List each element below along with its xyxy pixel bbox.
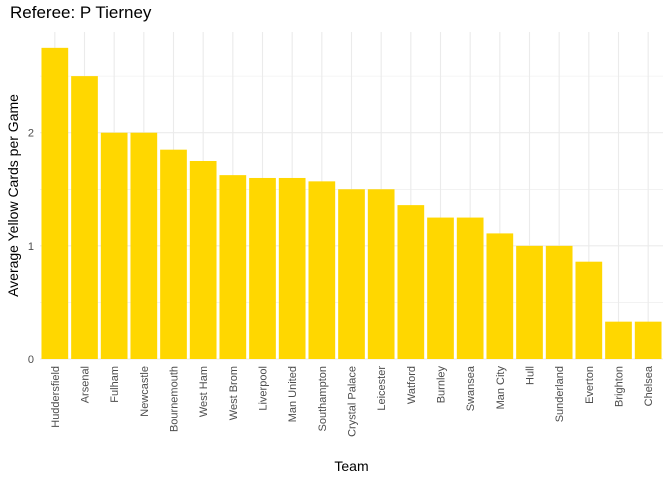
x-tick-label: Huddersfield — [50, 366, 62, 428]
y-tick-label: 1 — [28, 241, 34, 253]
bar-newcastle — [130, 132, 158, 359]
x-tick-label: Brighton — [614, 366, 626, 407]
x-tick-label: Crystal Palace — [347, 366, 359, 437]
bar-fulham — [100, 132, 128, 359]
bar-hull — [516, 245, 543, 359]
x-tick-label: Chelsea — [643, 365, 655, 406]
x-tick-label: Liverpool — [258, 366, 270, 411]
x-tick-label: Everton — [584, 366, 596, 404]
bar-southampton — [308, 181, 336, 359]
x-tick-label: Sunderland — [554, 366, 566, 422]
x-tick-label: Leicester — [376, 366, 388, 411]
y-tick-label: 0 — [28, 354, 34, 366]
bar-man-united — [278, 177, 306, 359]
bar-chelsea — [634, 321, 662, 359]
bar-everton — [575, 261, 603, 359]
bar-sunderland — [545, 245, 573, 359]
x-axis-title: Team — [334, 458, 368, 474]
x-tick-labels: Huddersfield Arsenal Fulham Newcastle Bourne… — [50, 365, 655, 437]
x-tick-label: Swansea — [465, 365, 477, 411]
x-tick-label: Hull — [525, 366, 537, 385]
bar-watford — [397, 205, 425, 359]
bar-west-brom — [219, 175, 247, 359]
x-tick-label: Fulham — [109, 366, 121, 403]
x-tick-label: Man City — [495, 366, 507, 410]
bar-bournemouth — [160, 149, 187, 359]
x-tick-label: West Ham — [198, 366, 210, 417]
x-tick-label: Arsenal — [80, 366, 92, 403]
y-axis-title: Average Yellow Cards per Game — [5, 94, 21, 297]
bar-man-city — [486, 233, 514, 359]
x-tick-label: West Brom — [228, 366, 240, 420]
x-tick-label: Man United — [287, 366, 299, 422]
bar-swansea — [456, 217, 484, 359]
x-tick-label: Watford — [406, 366, 418, 404]
bar-brighton — [605, 321, 632, 359]
bar-west-ham — [189, 160, 217, 359]
bar-burnley — [427, 217, 454, 359]
x-tick-label: Southampton — [317, 366, 329, 431]
chart-title: Referee: P Tierney — [10, 3, 152, 22]
bars — [41, 47, 662, 360]
x-tick-label: Bournemouth — [169, 366, 181, 432]
x-tick-label: Newcastle — [139, 366, 151, 417]
x-tick-label: Burnley — [436, 366, 448, 404]
bar-crystal-palace — [338, 189, 365, 359]
bar-leicester — [367, 189, 395, 359]
bar-arsenal — [71, 76, 98, 360]
bar-huddersfield — [41, 47, 69, 360]
y-tick-labels: 0 1 2 — [28, 128, 34, 366]
y-tick-label: 2 — [28, 128, 34, 140]
bar-liverpool — [249, 177, 276, 359]
